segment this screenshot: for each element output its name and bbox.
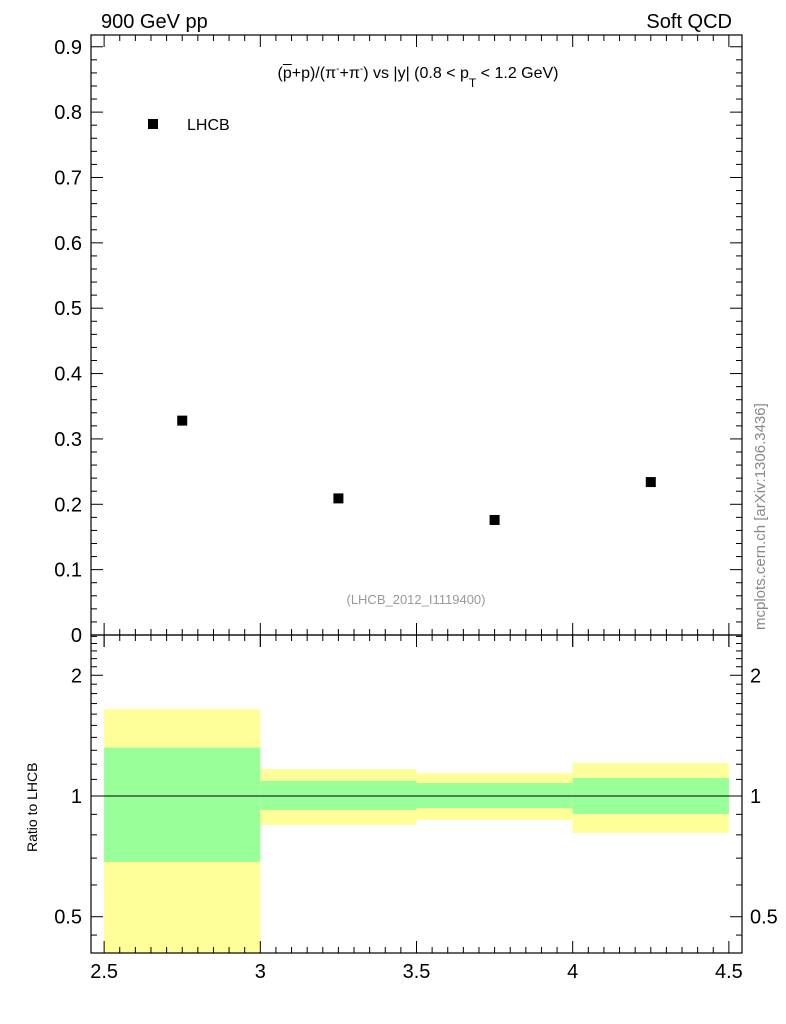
- legend-label: LHCB: [187, 117, 230, 134]
- header-left: 900 GeV pp: [101, 11, 208, 33]
- ratio-ylabel: Ratio to LHCB: [24, 763, 40, 852]
- title-part: ) vs |y| (0.8 < p: [363, 65, 469, 82]
- title-part: p: [282, 65, 292, 82]
- data-point: [177, 415, 188, 426]
- green-band: [260, 780, 417, 810]
- y-tick-label: 0.5: [54, 298, 82, 320]
- side-label: mcplots.cern.ch [arXiv:1306.3436]: [752, 403, 769, 630]
- title-part: (: [277, 65, 283, 82]
- ratio-y-tick-label: 1: [71, 786, 82, 808]
- y-tick-label: 0.6: [54, 233, 82, 255]
- y-tick-label: 0.4: [54, 364, 82, 386]
- x-tick-label: 3.5: [403, 961, 431, 983]
- y-tick-label: 0.1: [54, 560, 82, 582]
- watermark: (LHCB_2012_I1119400): [346, 592, 485, 607]
- data-point: [489, 514, 500, 525]
- ratio-y-tick-label: 0.5: [54, 907, 82, 929]
- green-band: [104, 747, 261, 862]
- ratio-y-tick-label-right: 0.5: [750, 907, 778, 929]
- ratio-y-tick-label-right: 2: [750, 665, 761, 687]
- legend-marker: [148, 119, 158, 129]
- y-tick-label: 0.2: [54, 494, 82, 516]
- title-part: T: [468, 76, 477, 90]
- header-right: Soft QCD: [646, 11, 732, 33]
- title-part: -: [336, 64, 340, 75]
- title-part: +p)/(π: [291, 65, 337, 82]
- plot-title: (p+p)/(π-+π-) vs |y| (0.8 < pT < 1.2 GeV…: [0, 64, 786, 90]
- ratio-y-tick-label: 2: [71, 665, 82, 687]
- y-tick-label: 0: [71, 625, 82, 647]
- data-point: [645, 477, 656, 488]
- x-tick-label: 3: [255, 961, 266, 983]
- x-tick-label: 4.5: [715, 961, 743, 983]
- y-tick-label: 0.9: [54, 37, 82, 59]
- data-point: [333, 493, 344, 504]
- title-part: +π: [339, 65, 360, 82]
- x-tick-label: 4: [567, 961, 578, 983]
- y-tick-label: 0.8: [54, 102, 82, 124]
- y-tick-label: 0.3: [54, 429, 82, 451]
- title-part: < 1.2 GeV): [476, 65, 559, 82]
- x-tick-label: 2.5: [90, 961, 118, 983]
- y-tick-label: 0.7: [54, 167, 82, 189]
- ratio-y-tick-label-right: 1: [750, 786, 761, 808]
- title-part: -: [359, 64, 364, 75]
